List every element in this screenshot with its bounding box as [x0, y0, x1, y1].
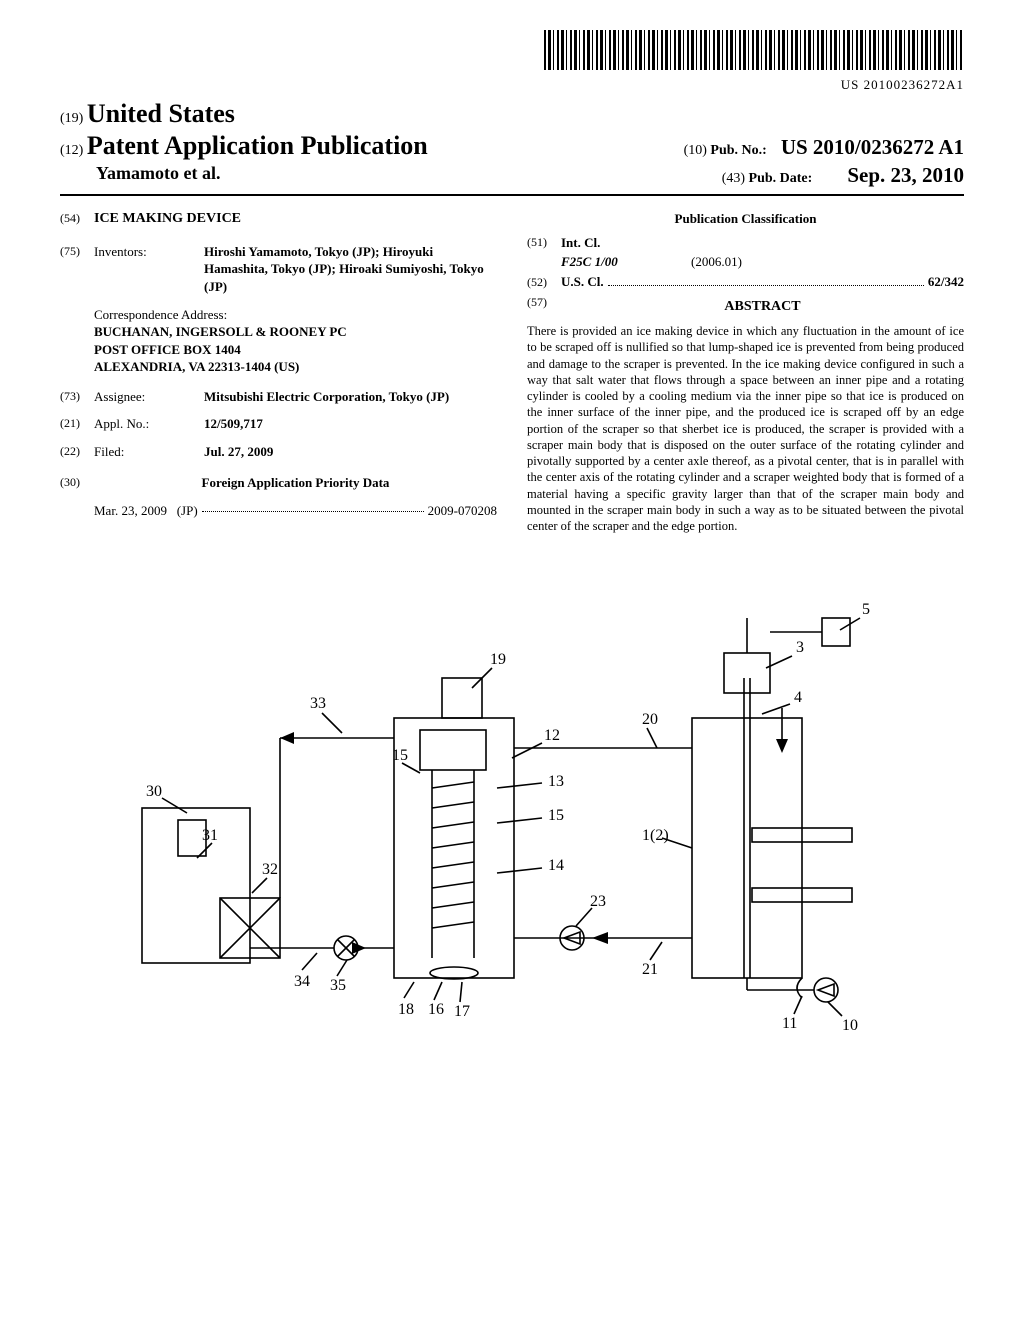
uscl-label: U.S. Cl.: [561, 274, 604, 289]
header-rule: [60, 194, 964, 196]
ref-51: (51): [527, 234, 561, 252]
barcode-graphic: [544, 30, 964, 70]
svg-text:4: 4: [794, 689, 802, 706]
svg-text:20: 20: [642, 711, 658, 728]
pub-no-label: Pub. No.:: [710, 143, 766, 158]
svg-text:17: 17: [454, 1003, 470, 1020]
pub-date-label: Pub. Date:: [749, 171, 813, 186]
intcl-year: (2006.01): [691, 253, 742, 271]
pub-date-value: Sep. 23, 2010: [847, 163, 964, 187]
svg-text:31: 31: [202, 827, 218, 844]
svg-text:23: 23: [590, 893, 606, 910]
priority-number: 2009-070208: [428, 502, 497, 520]
authors: Yamamoto et al.: [96, 163, 220, 183]
ref-75: (75): [60, 243, 94, 296]
priority-date: Mar. 23, 2009: [94, 502, 167, 520]
svg-text:10: 10: [842, 1017, 858, 1034]
left-column: (54) ICE MAKING DEVICE (75) Inventors: H…: [60, 210, 497, 534]
barcode-number: US 20100236272A1: [60, 77, 964, 93]
ref-10: (10): [684, 143, 707, 158]
inventors-value: Hiroshi Yamamoto, Tokyo (JP); Hiroyuki H…: [204, 244, 484, 294]
ref-43: (43): [722, 171, 745, 186]
dot-leader-2: [608, 276, 924, 286]
abstract-text: There is provided an ice making device i…: [527, 323, 964, 534]
intcl-code: F25C 1/00: [561, 254, 618, 269]
inventors-label: Inventors:: [94, 243, 204, 296]
intcl-label: Int. Cl.: [561, 235, 600, 250]
dot-leader: [202, 502, 424, 512]
svg-text:18: 18: [398, 1001, 414, 1018]
svg-text:12: 12: [544, 727, 560, 744]
appl-no-label: Appl. No.:: [94, 415, 204, 433]
svg-text:32: 32: [262, 861, 278, 878]
svg-text:19: 19: [490, 651, 506, 668]
svg-text:5: 5: [862, 601, 870, 618]
svg-text:33: 33: [310, 695, 326, 712]
svg-text:16: 16: [428, 1001, 444, 1018]
svg-text:11: 11: [782, 1015, 797, 1032]
filed-value: Jul. 27, 2009: [204, 444, 273, 459]
priority-country: (JP): [177, 502, 198, 520]
uscl-code: 62/342: [928, 274, 964, 289]
ref-22: (22): [60, 443, 94, 461]
ref-54: (54): [60, 210, 94, 229]
svg-text:15: 15: [392, 747, 408, 764]
patent-figure: 5 3 4 20 19 12 33 15 13 30 31 32 34 35 1…: [60, 558, 964, 1058]
svg-text:35: 35: [330, 977, 346, 994]
assignee-value: Mitsubishi Electric Corporation, Tokyo (…: [204, 389, 449, 404]
svg-text:3: 3: [796, 639, 804, 656]
appl-no-value: 12/509,717: [204, 416, 263, 431]
classification-heading: Publication Classification: [527, 210, 964, 228]
invention-title: ICE MAKING DEVICE: [94, 210, 241, 229]
svg-text:14: 14: [548, 857, 564, 874]
publication-type: Patent Application Publication: [87, 131, 428, 160]
svg-text:34: 34: [294, 973, 310, 990]
abstract-label: ABSTRACT: [561, 298, 964, 317]
svg-text:13: 13: [548, 773, 564, 790]
pub-no-value: US 2010/0236272 A1: [781, 135, 964, 159]
svg-text:30: 30: [146, 783, 162, 800]
ref-57: (57): [527, 294, 561, 321]
correspondence-line-2: POST OFFICE BOX 1404: [94, 342, 241, 357]
svg-text:1(2): 1(2): [642, 827, 669, 844]
ref-30: (30): [60, 474, 94, 492]
ref-52: (52): [527, 274, 561, 290]
ref-73: (73): [60, 388, 94, 406]
header-block: (19) United States (12) Patent Applicati…: [60, 99, 964, 188]
ref-21: (21): [60, 415, 94, 433]
filed-label: Filed:: [94, 443, 204, 461]
correspondence-line-3: ALEXANDRIA, VA 22313-1404 (US): [94, 359, 299, 374]
bibliographic-columns: (54) ICE MAKING DEVICE (75) Inventors: H…: [60, 210, 964, 534]
country-name: United States: [87, 99, 235, 128]
correspondence-line-1: BUCHANAN, INGERSOLL & ROONEY PC: [94, 324, 347, 339]
svg-text:15: 15: [548, 807, 564, 824]
assignee-label: Assignee:: [94, 388, 204, 406]
ref-12: (12): [60, 143, 83, 158]
right-column: Publication Classification (51) Int. Cl.…: [527, 210, 964, 534]
svg-text:21: 21: [642, 961, 658, 978]
barcode-region: US 20100236272A1: [60, 30, 964, 93]
correspondence-label: Correspondence Address:: [94, 306, 497, 324]
ref-19: (19): [60, 111, 83, 126]
priority-heading: Foreign Application Priority Data: [202, 475, 390, 490]
